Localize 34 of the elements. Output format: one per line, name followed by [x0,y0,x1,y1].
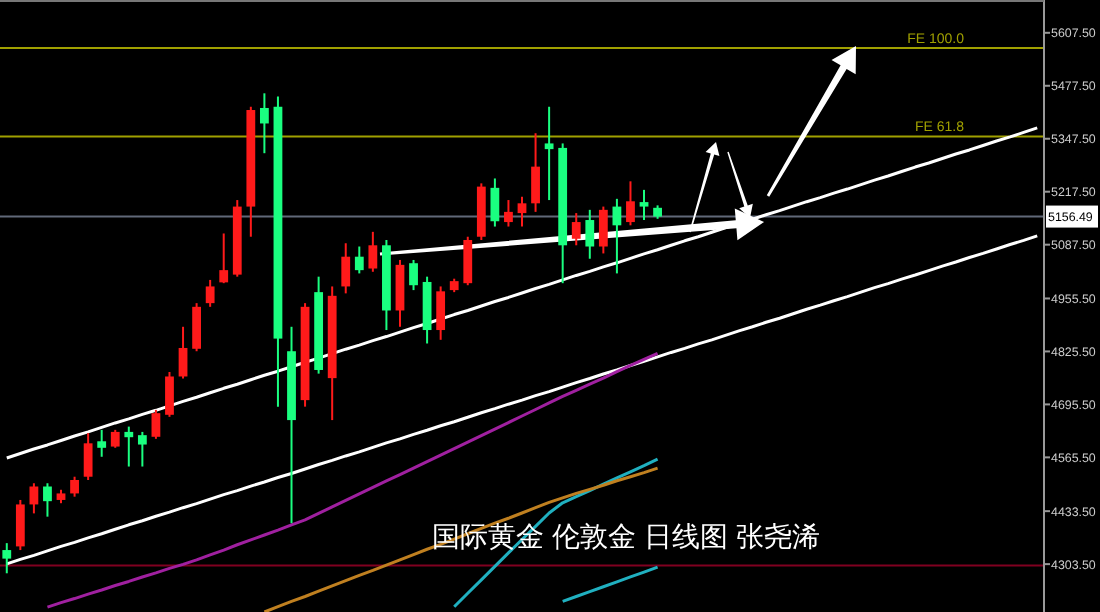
candlestick [151,408,161,440]
candlestick [463,235,473,287]
candlestick [354,245,364,275]
candlestick [29,482,39,515]
candlestick [544,105,554,202]
candlestick [436,285,446,341]
candlestick [341,242,351,295]
candlestick [2,542,12,575]
candlestick [368,230,378,273]
candlestick [259,92,269,155]
line-series [561,565,660,603]
candlestick [639,188,649,222]
candlestick [15,498,25,552]
candlestick [504,199,513,228]
candlestick [626,180,635,227]
candlestick [409,258,418,292]
candlestick [43,482,52,518]
candlestick [517,195,527,228]
candlestick [124,425,134,468]
candlestick [531,132,540,213]
candlestick [585,208,595,260]
candlestick [205,278,215,308]
candlestick [137,430,147,468]
candlestick [70,475,79,498]
candlestick [192,302,201,353]
candlestick [395,258,405,328]
candlestick [97,428,107,458]
line-series [5,234,1039,566]
candlestick [571,212,581,247]
candlestick [83,432,93,481]
candlestick [165,371,174,418]
candlestick [490,177,500,228]
candlestick [219,232,229,285]
candlestick [598,205,608,255]
